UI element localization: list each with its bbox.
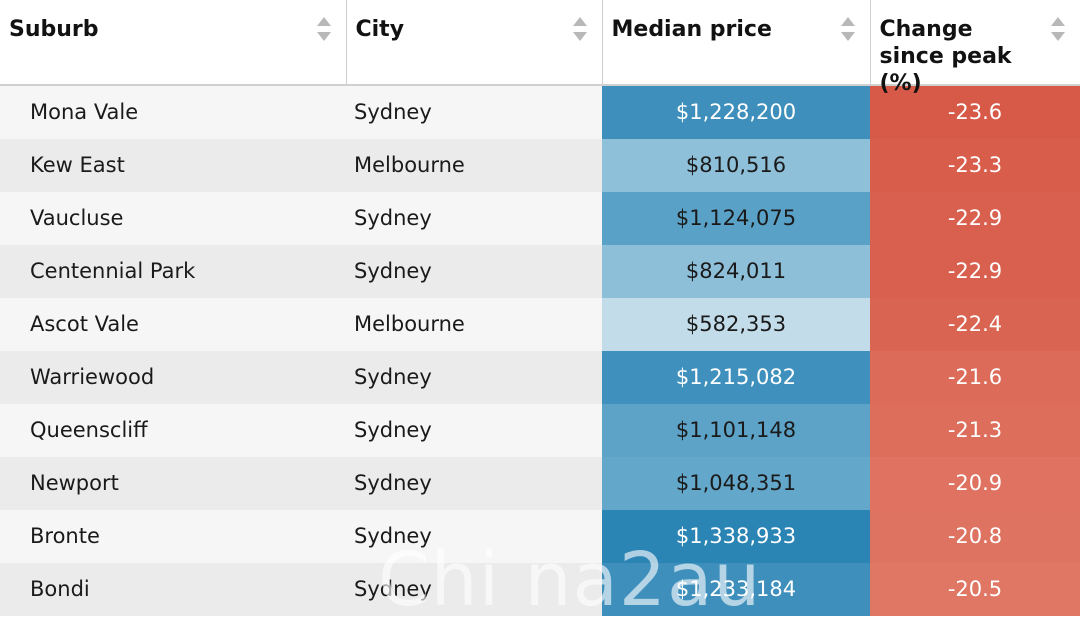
city-cell: Sydney: [346, 510, 602, 563]
change-cell: -23.6: [870, 85, 1080, 139]
median-price-cell: $1,228,200: [602, 85, 870, 139]
median-price-cell: $1,101,148: [602, 404, 870, 457]
suburb-cell: Ascot Vale: [0, 298, 346, 351]
table-row: Kew East Melbourne $810,516 -23.3: [0, 139, 1080, 192]
city-cell: Sydney: [346, 351, 602, 404]
change-cell: -22.9: [870, 192, 1080, 245]
table-row: Bronte Sydney $1,338,933 -20.8: [0, 510, 1080, 563]
column-header-label: Change since peak (%): [879, 17, 1012, 96]
table-row: Ascot Vale Melbourne $582,353 -22.4: [0, 298, 1080, 351]
table-row: Bondi Sydney $1,233,184 -20.5: [0, 563, 1080, 616]
city-cell: Sydney: [346, 192, 602, 245]
suburb-cell: Newport: [0, 457, 346, 510]
suburb-cell: Centennial Park: [0, 245, 346, 298]
suburb-cell: Bondi: [0, 563, 346, 616]
column-header-label: Median price: [611, 17, 772, 42]
change-cell: -22.9: [870, 245, 1080, 298]
column-header-change-since-peak[interactable]: Change since peak (%): [869, 0, 1080, 96]
table-row: Queenscliff Sydney $1,101,148 -21.3: [0, 404, 1080, 457]
suburb-cell: Bronte: [0, 510, 346, 563]
column-header-city[interactable]: City: [345, 0, 602, 86]
sort-arrows-icon[interactable]: [840, 17, 856, 43]
table-row: Mona Vale Sydney $1,228,200 -23.6: [0, 85, 1080, 139]
suburb-cell: Queenscliff: [0, 404, 346, 457]
suburb-cell: Vaucluse: [0, 192, 346, 245]
median-price-cell: $810,516: [602, 139, 870, 192]
sort-arrows-icon[interactable]: [316, 17, 332, 43]
median-price-cell: $1,048,351: [602, 457, 870, 510]
median-price-cell: $824,011: [602, 245, 870, 298]
suburb-cell: Warriewood: [0, 351, 346, 404]
city-cell: Sydney: [346, 563, 602, 616]
city-cell: Melbourne: [346, 139, 602, 192]
column-header-median-price[interactable]: Median price: [601, 0, 870, 86]
suburb-cell: Kew East: [0, 139, 346, 192]
table-row: Warriewood Sydney $1,215,082 -21.6: [0, 351, 1080, 404]
column-header-label: Suburb: [9, 17, 99, 42]
sort-arrows-icon[interactable]: [572, 17, 588, 43]
change-cell: -20.8: [870, 510, 1080, 563]
change-cell: -22.4: [870, 298, 1080, 351]
header-row: Suburb City Median price Change since pe…: [0, 0, 1080, 96]
column-header-suburb[interactable]: Suburb: [0, 0, 346, 86]
sort-arrows-icon[interactable]: [1050, 17, 1066, 43]
change-cell: -20.9: [870, 457, 1080, 510]
change-cell: -21.6: [870, 351, 1080, 404]
median-price-cell: $1,124,075: [602, 192, 870, 245]
change-cell: -21.3: [870, 404, 1080, 457]
median-price-cell: $1,215,082: [602, 351, 870, 404]
city-cell: Sydney: [346, 457, 602, 510]
city-cell: Sydney: [346, 85, 602, 139]
city-cell: Sydney: [346, 245, 602, 298]
median-price-cell: $1,338,933: [602, 510, 870, 563]
median-price-cell: $1,233,184: [602, 563, 870, 616]
median-price-cell: $582,353: [602, 298, 870, 351]
table-row: Newport Sydney $1,048,351 -20.9: [0, 457, 1080, 510]
column-header-label: City: [355, 17, 405, 42]
table-row: Vaucluse Sydney $1,124,075 -22.9: [0, 192, 1080, 245]
city-cell: Melbourne: [346, 298, 602, 351]
change-cell: -23.3: [870, 139, 1080, 192]
city-cell: Sydney: [346, 404, 602, 457]
suburb-cell: Mona Vale: [0, 85, 346, 139]
change-cell: -20.5: [870, 563, 1080, 616]
table-row: Centennial Park Sydney $824,011 -22.9: [0, 245, 1080, 298]
